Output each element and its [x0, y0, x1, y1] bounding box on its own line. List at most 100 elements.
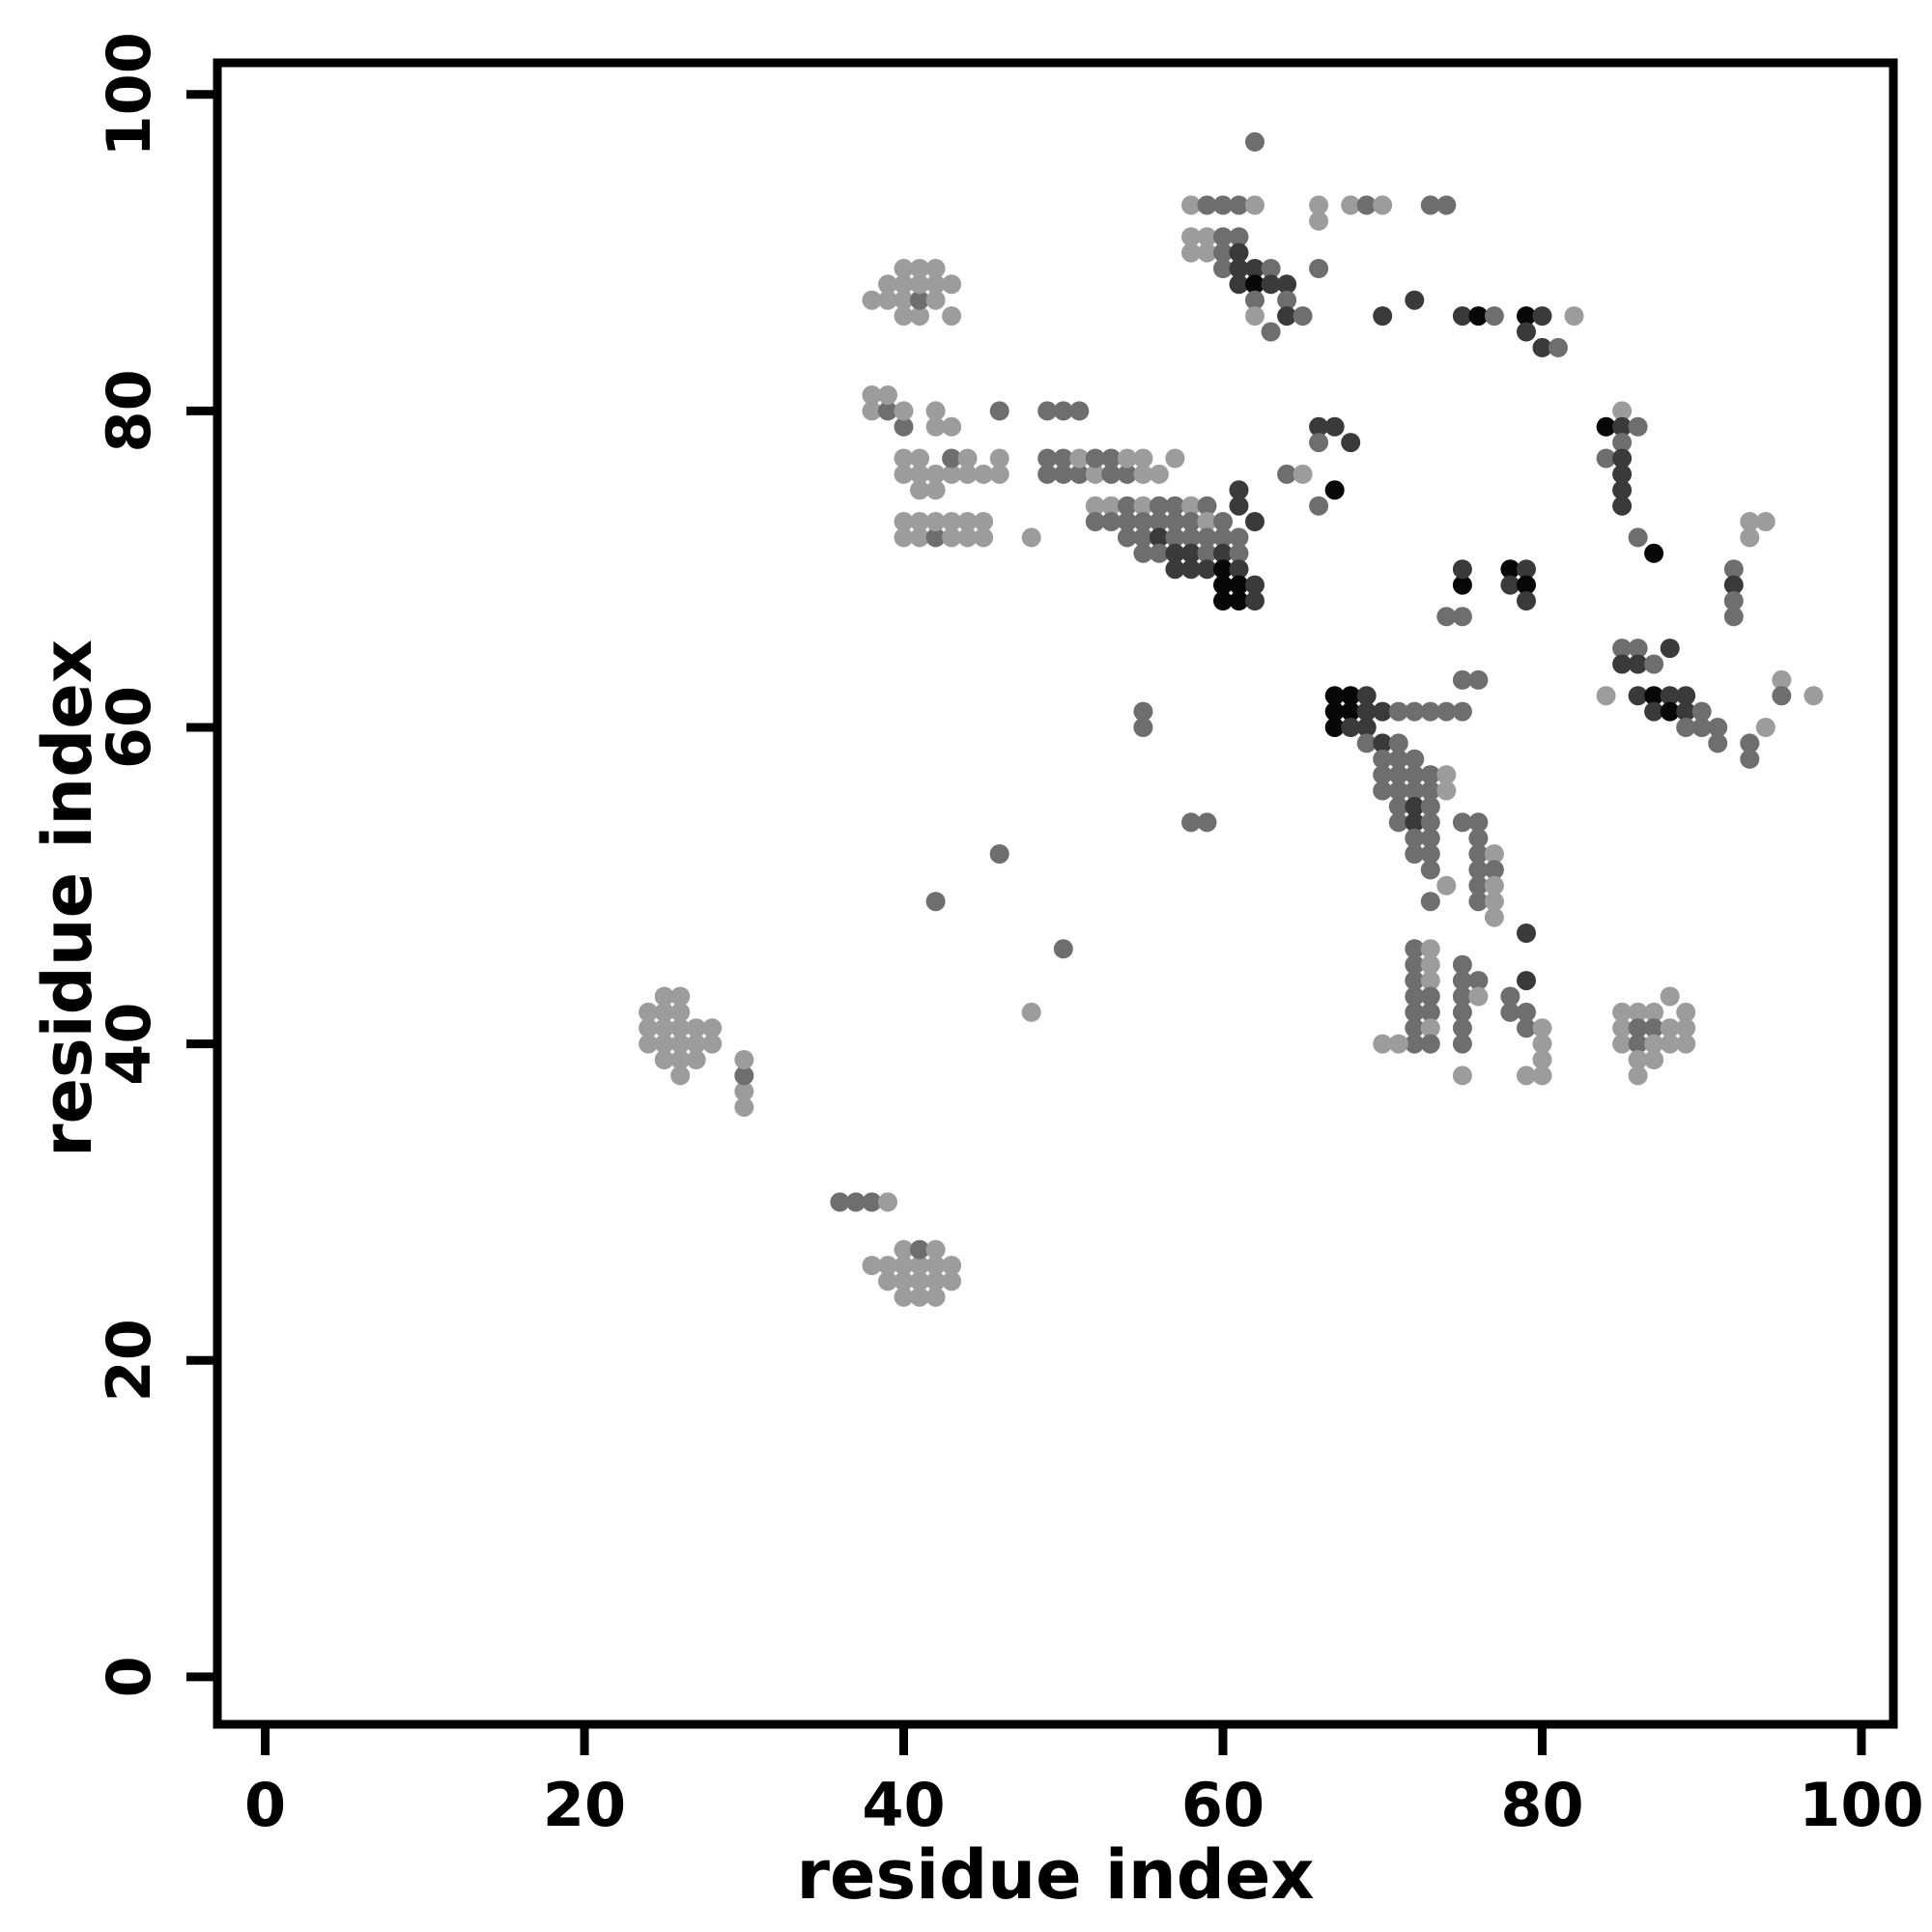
- data-points-layer: [639, 131, 1824, 1307]
- data-point: [942, 306, 962, 327]
- data-point: [1628, 1018, 1648, 1038]
- data-point: [1293, 306, 1313, 327]
- data-point: [1245, 195, 1264, 215]
- data-point: [734, 1081, 754, 1101]
- data-point: [894, 259, 914, 278]
- data-point: [1452, 971, 1472, 991]
- data-point: [1644, 1034, 1664, 1054]
- data-point: [894, 1239, 914, 1260]
- data-point: [862, 290, 882, 310]
- data-point: [1197, 543, 1217, 563]
- data-point: [910, 464, 929, 484]
- data-point: [1197, 812, 1217, 833]
- data-point: [654, 1002, 674, 1022]
- data-point: [1181, 227, 1201, 247]
- data-point: [1452, 986, 1472, 1007]
- data-point: [1532, 1065, 1552, 1086]
- data-point: [1564, 306, 1584, 327]
- data-point: [1517, 923, 1536, 943]
- data-point: [1644, 1050, 1664, 1069]
- data-point: [1612, 416, 1633, 437]
- data-point: [1133, 527, 1153, 548]
- data-point: [1612, 639, 1633, 659]
- data-point: [1388, 812, 1408, 833]
- data-point: [1101, 512, 1122, 531]
- data-point: [1532, 1050, 1552, 1069]
- data-point: [925, 527, 946, 548]
- data-point: [1324, 416, 1345, 437]
- data-point: [1197, 527, 1217, 548]
- data-point: [1356, 718, 1377, 737]
- axes-layer: 0 20 40 60 80 100 0 20 40 60 80 100: [94, 32, 1924, 1840]
- data-point: [1628, 639, 1648, 659]
- data-point: [1500, 559, 1520, 580]
- data-point: [957, 448, 978, 469]
- y-tick-label: 80: [94, 369, 164, 452]
- data-point: [1517, 1018, 1536, 1038]
- data-point: [654, 1050, 674, 1069]
- data-point: [1245, 306, 1264, 327]
- data-point: [862, 1192, 882, 1212]
- data-point: [942, 1256, 962, 1275]
- data-point: [1277, 464, 1297, 484]
- data-point: [1532, 337, 1552, 357]
- data-point: [1405, 812, 1425, 833]
- data-point: [1517, 306, 1536, 327]
- data-point: [974, 512, 994, 531]
- x-tick-label: 80: [1500, 1770, 1583, 1840]
- data-point: [702, 1018, 723, 1038]
- data-point: [878, 385, 897, 405]
- data-point: [1676, 1034, 1696, 1054]
- data-point: [1165, 527, 1185, 548]
- data-point: [1405, 844, 1425, 864]
- data-point: [1373, 733, 1393, 753]
- data-point: [1021, 1002, 1041, 1022]
- data-point: [1644, 1002, 1664, 1022]
- data-point: [1532, 306, 1552, 327]
- data-point: [910, 290, 929, 310]
- data-point: [1101, 464, 1122, 484]
- data-point: [1500, 986, 1520, 1007]
- data-point: [1309, 496, 1329, 516]
- data-point: [1420, 1018, 1440, 1038]
- data-point: [1181, 559, 1201, 580]
- data-point: [1452, 669, 1472, 690]
- data-point: [1341, 718, 1361, 737]
- data-point: [1101, 448, 1122, 469]
- data-point: [670, 1050, 691, 1069]
- data-point: [1085, 512, 1105, 531]
- data-point: [686, 1034, 706, 1054]
- data-point: [1229, 274, 1249, 295]
- data-point: [910, 306, 929, 327]
- data-point: [1691, 718, 1712, 737]
- data-point: [1229, 227, 1249, 247]
- data-point: [1197, 242, 1217, 263]
- data-point: [1405, 701, 1425, 722]
- data-point: [1628, 527, 1648, 548]
- data-point: [1436, 195, 1457, 215]
- data-point: [1229, 195, 1249, 215]
- data-point: [1373, 1034, 1393, 1054]
- data-point: [654, 1018, 674, 1038]
- data-point: [1628, 654, 1648, 674]
- data-point: [1468, 860, 1489, 880]
- data-point: [925, 259, 946, 278]
- data-point: [1612, 1034, 1633, 1054]
- data-point: [1532, 1018, 1552, 1038]
- data-point: [1660, 986, 1680, 1007]
- data-point: [1676, 701, 1696, 722]
- data-point: [894, 1256, 914, 1275]
- data-point: [1517, 591, 1536, 611]
- data-point: [1341, 195, 1361, 215]
- data-point: [1676, 1002, 1696, 1022]
- data-point: [1085, 464, 1105, 484]
- data-point: [1612, 1018, 1633, 1038]
- data-point: [1612, 433, 1633, 453]
- data-point: [974, 527, 994, 548]
- data-point: [1612, 496, 1633, 516]
- data-point: [1069, 401, 1090, 421]
- data-point: [654, 1034, 674, 1054]
- data-point: [1181, 527, 1201, 548]
- data-point: [878, 1271, 897, 1292]
- data-point: [734, 1097, 754, 1118]
